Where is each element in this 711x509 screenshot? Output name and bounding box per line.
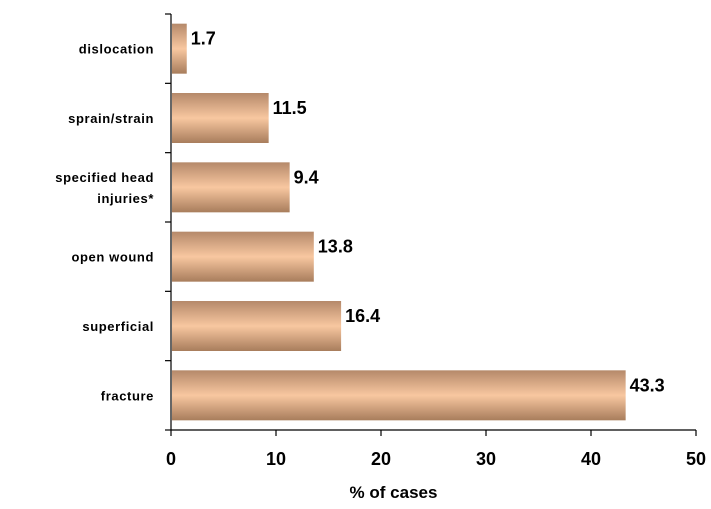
x-tick-label: 0: [166, 449, 176, 469]
x-tick-label: 40: [581, 449, 601, 469]
axes: [165, 13, 697, 436]
value-label: 43.3: [630, 375, 665, 395]
bar: [172, 370, 626, 421]
value-label: 16.4: [345, 306, 380, 326]
bar: [172, 301, 342, 351]
category-label: fracture: [101, 388, 154, 403]
category-label: superficial: [82, 319, 154, 334]
labels: 0 10 20 30 40 50 43.3 fracture 16.4 superficial 13…: [55, 29, 706, 469]
value-label: 13.8: [318, 237, 353, 257]
category-label: dislocation: [79, 42, 154, 57]
x-tick-label: 50: [686, 449, 706, 469]
category-label: open wound: [71, 250, 154, 265]
bar: [172, 23, 187, 74]
bar: [172, 231, 314, 282]
x-tick-label: 10: [266, 449, 286, 469]
value-label: 9.4: [294, 167, 319, 187]
x-axis-title: % of cases: [350, 483, 438, 502]
x-tick-label: 30: [476, 449, 496, 469]
bars: [172, 23, 626, 421]
bar: [172, 162, 290, 213]
value-label: 11.5: [273, 98, 307, 118]
bar: [172, 93, 269, 143]
value-label: 1.7: [191, 29, 216, 49]
category-label: specified head injuries*: [55, 170, 154, 206]
x-tick-label: 20: [371, 449, 391, 469]
category-label: sprain/strain: [68, 111, 154, 126]
